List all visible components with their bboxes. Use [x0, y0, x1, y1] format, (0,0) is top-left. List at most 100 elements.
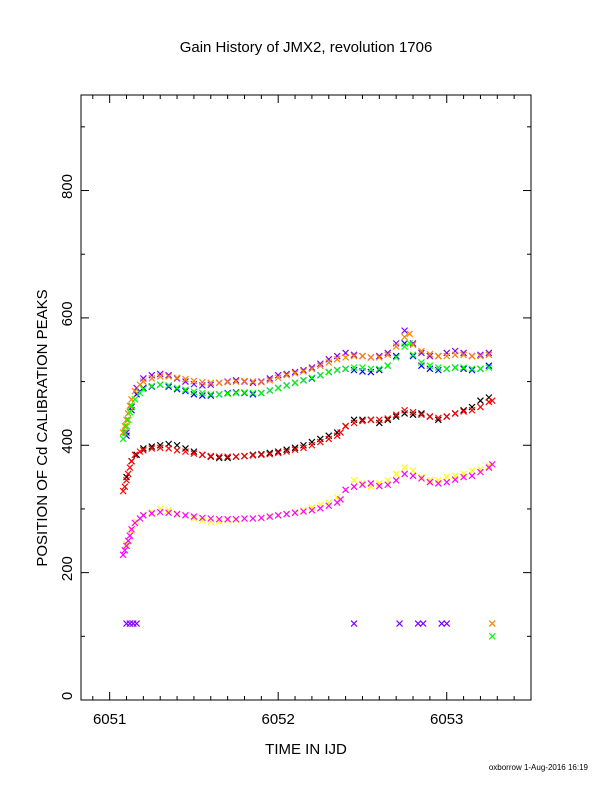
series-7 — [119, 339, 496, 640]
data-point — [119, 487, 127, 495]
data-point — [215, 453, 223, 461]
data-point — [406, 339, 414, 347]
data-point — [182, 445, 189, 452]
data-point — [126, 408, 134, 416]
data-point — [426, 478, 434, 486]
data-point — [384, 416, 392, 424]
data-point — [451, 351, 459, 359]
data-point — [173, 384, 181, 392]
data-point — [308, 504, 316, 512]
data-point — [451, 409, 459, 417]
x-axis: 6051 6052 6053 — [92, 95, 515, 728]
data-point — [418, 362, 425, 370]
data-point — [126, 532, 134, 540]
data-point — [300, 508, 307, 515]
data-point — [198, 378, 206, 386]
data-point — [124, 416, 132, 424]
data-point — [443, 478, 451, 486]
data-point — [477, 351, 484, 359]
data-point — [207, 452, 215, 460]
data-point — [139, 374, 147, 382]
data-point — [148, 374, 156, 382]
data-point — [308, 364, 316, 371]
data-point — [359, 364, 366, 371]
data-point — [401, 406, 409, 414]
plot-area: 0 200 400 600 800 6051 6052 6053 — [59, 94, 532, 728]
data-point — [418, 474, 425, 482]
data-point — [392, 339, 400, 347]
data-point — [401, 339, 409, 347]
data-point — [148, 443, 156, 450]
data-point — [460, 351, 468, 359]
data-point — [468, 366, 476, 374]
data-point — [316, 504, 324, 512]
data-point — [291, 444, 299, 452]
data-point — [173, 385, 181, 393]
data-point — [232, 376, 240, 384]
data-point — [182, 378, 189, 386]
data-point — [131, 387, 139, 395]
data-point — [165, 506, 173, 514]
data-point — [359, 352, 366, 360]
data-point — [325, 435, 333, 443]
data-point — [182, 387, 189, 395]
data-point — [190, 448, 198, 456]
data-point — [198, 514, 206, 522]
data-point — [392, 352, 400, 360]
data-point — [468, 472, 476, 480]
data-point — [409, 472, 417, 480]
data-point — [375, 416, 383, 424]
data-point — [139, 446, 147, 454]
data-point — [342, 422, 350, 430]
data-point — [173, 374, 181, 382]
data-point — [401, 464, 409, 471]
data-point — [392, 476, 400, 484]
data-point — [190, 380, 198, 388]
data-point — [165, 509, 173, 517]
data-point — [477, 397, 484, 405]
data-point — [291, 379, 299, 387]
data-point — [350, 483, 358, 491]
data-point — [434, 364, 442, 371]
data-point — [291, 509, 299, 517]
data-point — [375, 482, 383, 490]
series-5 — [119, 460, 496, 559]
data-point — [477, 365, 484, 373]
data-point — [173, 510, 181, 518]
data-point — [485, 351, 493, 359]
data-point — [283, 371, 291, 379]
data-point — [443, 352, 451, 360]
data-point — [257, 451, 265, 459]
data-point — [128, 457, 135, 465]
data-point — [121, 546, 129, 554]
data-point — [409, 411, 417, 419]
data-point — [316, 362, 324, 370]
x-tick-label: 6053 — [430, 711, 463, 728]
data-point — [401, 343, 409, 350]
data-point — [350, 419, 358, 427]
data-point — [375, 352, 383, 360]
data-point — [207, 379, 215, 387]
data-point — [418, 473, 425, 481]
data-point — [224, 516, 232, 524]
data-point — [451, 476, 459, 484]
data-point — [182, 511, 189, 519]
data-point — [124, 470, 132, 478]
data-point — [350, 364, 358, 371]
series-layer — [119, 327, 496, 640]
data-point — [325, 368, 333, 376]
data-point — [342, 486, 350, 494]
data-point — [165, 371, 173, 379]
data-point — [392, 413, 400, 421]
data-point — [337, 429, 344, 436]
data-point — [316, 438, 324, 446]
data-point — [359, 417, 366, 425]
data-point — [409, 467, 417, 475]
data-point — [359, 481, 366, 489]
data-point — [274, 511, 282, 519]
data-point — [249, 378, 257, 386]
data-point — [434, 480, 442, 487]
data-point — [123, 540, 130, 548]
data-point — [300, 444, 307, 452]
data-point — [123, 476, 130, 484]
